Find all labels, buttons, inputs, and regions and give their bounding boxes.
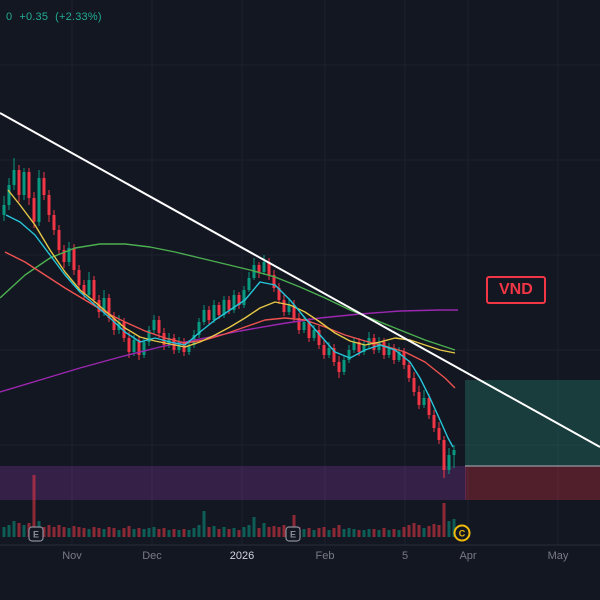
axis-label-nov: Nov: [62, 550, 82, 562]
ma-fast-yellow: [7, 189, 456, 354]
time-axis[interactable]: Nov Dec 2026 Feb 5 Apr May: [0, 544, 600, 562]
axis-label-dec: Dec: [142, 550, 162, 562]
earnings-badge-1[interactable]: E: [28, 526, 44, 542]
svg-text:E: E: [290, 530, 296, 540]
axis-label-apr: Apr: [459, 550, 476, 562]
long-position-profit-zone[interactable]: [465, 380, 600, 466]
axis-label-5: 5: [402, 550, 408, 562]
svg-text:C: C: [459, 529, 466, 539]
axis-label-may: May: [548, 550, 569, 562]
ma-fastest-cyan: [5, 214, 454, 448]
ma-slow-green: [0, 243, 456, 351]
grid-lines: [0, 0, 600, 545]
downtrend-line[interactable]: [0, 112, 600, 448]
event-badge-c[interactable]: C: [453, 524, 471, 542]
axis-label-2026: 2026: [230, 550, 254, 562]
long-position-loss-zone[interactable]: [465, 466, 600, 500]
support-band-purple[interactable]: [0, 466, 466, 500]
svg-text:E: E: [33, 530, 39, 540]
axis-label-feb: Feb: [316, 550, 335, 562]
drawing-zones[interactable]: [0, 380, 600, 500]
ma-medium-red: [4, 251, 456, 389]
symbol-label[interactable]: VND: [486, 276, 546, 304]
earnings-badge-2[interactable]: E: [285, 526, 301, 542]
ma-slowest-purple: [0, 309, 458, 393]
